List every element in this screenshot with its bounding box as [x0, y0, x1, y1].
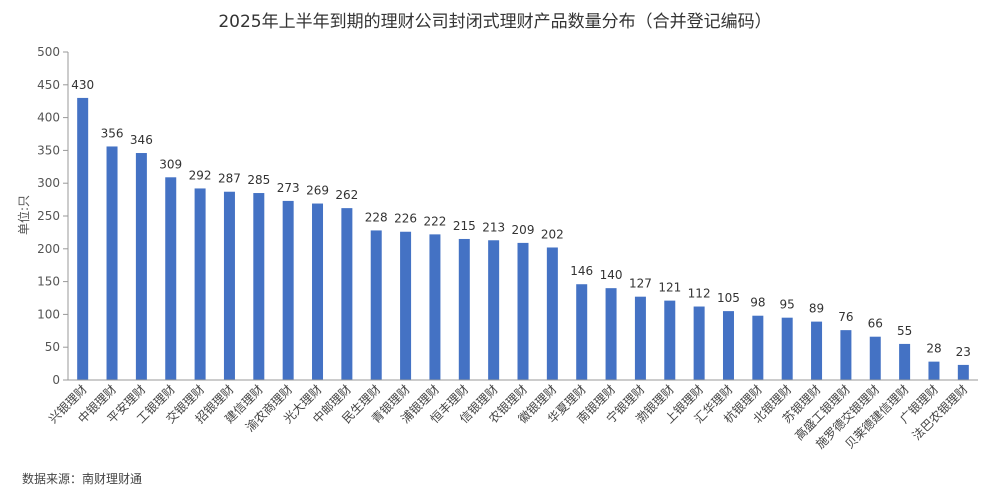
- bar-value-label: 226: [394, 212, 417, 226]
- bar-value-label: 146: [570, 264, 593, 278]
- bar: [194, 188, 206, 380]
- bar: [488, 240, 500, 380]
- bar: [135, 153, 147, 380]
- y-tick-label: 150: [37, 275, 60, 289]
- y-tick-label: 300: [37, 176, 60, 190]
- bar-value-label: 262: [335, 188, 358, 202]
- bar: [576, 284, 588, 380]
- bar-value-label: 89: [809, 302, 824, 316]
- bar-value-label: 285: [247, 173, 270, 187]
- bar-value-label: 112: [688, 287, 711, 301]
- bar-value-label: 309: [159, 157, 182, 171]
- y-tick-label: 450: [37, 78, 60, 92]
- bar-value-label: 430: [71, 78, 94, 92]
- bar: [957, 364, 969, 380]
- bar-value-label: 95: [780, 298, 795, 312]
- bar: [634, 296, 646, 380]
- bar-value-label: 346: [130, 133, 153, 147]
- bar-value-label: 98: [750, 296, 765, 310]
- bar-value-label: 127: [629, 277, 652, 291]
- bar: [429, 234, 441, 380]
- bar: [811, 321, 823, 380]
- bar-value-label: 121: [658, 281, 681, 295]
- bar: [928, 361, 940, 380]
- bar-value-label: 213: [482, 220, 505, 234]
- bar-value-label: 269: [306, 184, 329, 198]
- y-tick-label: 400: [37, 111, 60, 125]
- bar-value-label: 202: [541, 227, 564, 241]
- bar: [400, 231, 412, 380]
- bars-group: 430 356 346 309 292 287 285 273 269 262 228 226 222 2…: [71, 78, 971, 381]
- bar: [605, 288, 617, 380]
- bar: [664, 300, 676, 380]
- y-tick-label: 350: [37, 143, 60, 157]
- bar: [722, 311, 734, 380]
- y-tick-label: 200: [37, 242, 60, 256]
- bar: [899, 343, 911, 380]
- y-tick-label: 50: [45, 340, 60, 354]
- y-tick-label: 0: [52, 373, 60, 387]
- bar: [693, 306, 705, 380]
- bar: [312, 203, 324, 380]
- bar-value-label: 209: [512, 223, 535, 237]
- bar: [546, 247, 558, 380]
- chart-title: 2025年上半年到期的理财公司封闭式理财产品数量分布（合并登记编码）: [218, 12, 771, 32]
- y-axis: 0 50 100 150 200 250 300 350 400 450 500: [37, 45, 69, 387]
- bar-value-label: 66: [868, 317, 883, 331]
- bar-value-label: 23: [956, 345, 971, 359]
- bar: [106, 146, 118, 380]
- y-tick-label: 100: [37, 307, 60, 321]
- bar-value-label: 228: [365, 210, 388, 224]
- data-source-note: 数据来源：南财理财通: [22, 472, 143, 486]
- bar-value-label: 287: [218, 172, 241, 186]
- bar: [282, 200, 294, 380]
- bar: [869, 336, 881, 380]
- y-tick-label: 250: [37, 209, 60, 223]
- bar-value-label: 222: [423, 214, 446, 228]
- bar-value-label: 55: [897, 324, 912, 338]
- bar: [517, 242, 529, 380]
- bar: [458, 238, 470, 380]
- bar-value-label: 140: [600, 268, 623, 282]
- y-tick-label: 500: [37, 45, 60, 59]
- bar-value-label: 292: [189, 168, 212, 182]
- x-axis: 兴银理财中银理财平安理财工银理财交银理财招银理财建信理财渝农商理财光大理财中邮理…: [46, 379, 978, 452]
- bar: [840, 330, 852, 380]
- bar: [165, 177, 177, 380]
- bar-value-label: 76: [838, 310, 853, 324]
- bar-value-label: 215: [453, 219, 476, 233]
- bar: [752, 315, 764, 380]
- bar: [781, 317, 793, 380]
- bar: [370, 230, 382, 380]
- bar-value-label: 105: [717, 291, 740, 305]
- bar: [77, 97, 89, 381]
- bar-value-label: 28: [926, 342, 941, 356]
- bar: [253, 193, 265, 380]
- bar-value-label: 356: [101, 126, 124, 140]
- y-axis-label: 单位:只: [16, 195, 31, 235]
- bar-value-label: 273: [277, 181, 300, 195]
- bar: [341, 208, 353, 380]
- bar: [223, 191, 235, 380]
